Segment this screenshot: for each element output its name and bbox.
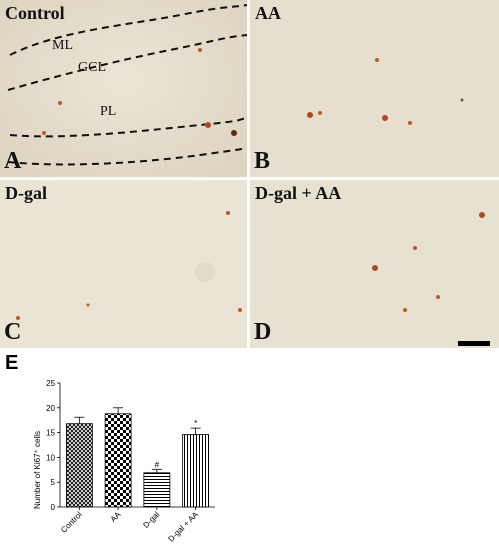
micrograph-panel-c: D-gal C: [0, 180, 247, 348]
layer-boundary-line: [9, 4, 247, 56]
micrograph-panel-a: Control ML GCL PL A: [0, 0, 247, 177]
ki67-positive-cell: [58, 101, 62, 105]
ki67-positive-cell: [408, 121, 412, 125]
ki67-positive-cell: [479, 212, 485, 218]
layer-label-gcl: GCL: [78, 60, 106, 75]
panel-letter: C: [4, 319, 22, 345]
ki67-positive-cell: [460, 98, 464, 102]
x-tick-label: D-gal + AA: [166, 510, 200, 544]
x-tick-label: Control: [59, 510, 84, 535]
bar: [143, 472, 171, 508]
x-tick-label: AA: [109, 510, 123, 524]
ki67-positive-cell: [436, 295, 440, 299]
panel-letter: B: [254, 148, 271, 174]
bar: [65, 423, 93, 508]
ki67-positive-cell: [42, 131, 46, 135]
layer-boundary-line: [7, 147, 247, 166]
micrograph-panel-b: AA B: [250, 0, 499, 177]
significance-marker: *: [194, 419, 197, 428]
ki67-positive-cell: [86, 303, 90, 307]
x-tick-label: D-gal: [141, 510, 161, 530]
panel-title: Control: [5, 3, 65, 23]
y-axis-label: Number of Ki67⁺ cells: [33, 431, 42, 509]
ki67-positive-cell: [382, 115, 388, 121]
y-tick-label: 0: [51, 503, 56, 512]
y-tick-label: 5: [51, 478, 56, 487]
panel-letter: D: [254, 319, 272, 345]
layer-label-ml: ML: [52, 38, 73, 53]
panel-a-texture: [0, 0, 247, 177]
panel-b-texture: [250, 0, 499, 177]
panel-title: AA: [255, 3, 281, 23]
bar: [182, 434, 210, 508]
panel-d-texture: [250, 180, 499, 348]
ki67-positive-cell: [198, 48, 202, 52]
y-tick-label: 15: [46, 429, 55, 438]
ki67-positive-cell: [375, 58, 379, 62]
y-tick-label: 25: [46, 379, 55, 388]
chart-bars: #*: [65, 407, 210, 508]
panel-title: D-gal + AA: [255, 183, 342, 203]
scale-bar: [458, 341, 490, 346]
ki67-positive-cell: [318, 111, 322, 115]
y-tick-label: 10: [46, 453, 55, 462]
panel-title: D-gal: [5, 183, 47, 203]
micrograph-panel-d: D-gal + AA D: [250, 180, 499, 348]
significance-marker: #: [155, 460, 160, 469]
ki67-positive-cell: [307, 112, 313, 118]
layer-boundary-line: [7, 34, 247, 91]
figure-letter-e: E: [5, 352, 19, 374]
ki67-positive-cell: [16, 316, 20, 320]
ki67-positive-cell: [231, 130, 237, 136]
bar: [104, 413, 132, 508]
ki67-positive-cell: [413, 246, 417, 250]
panel-letter: A: [4, 148, 22, 174]
ki67-positive-cell: [226, 211, 230, 215]
y-tick-label: 20: [46, 404, 55, 413]
panel-c-texture: [0, 180, 247, 348]
ki67-positive-cell: [372, 265, 378, 271]
ki67-positive-cell: [205, 122, 211, 128]
ki67-positive-cell: [403, 308, 407, 312]
layer-label-pl: PL: [100, 104, 117, 119]
ki67-positive-cell: [238, 308, 242, 312]
layer-boundary-line: [9, 117, 247, 138]
